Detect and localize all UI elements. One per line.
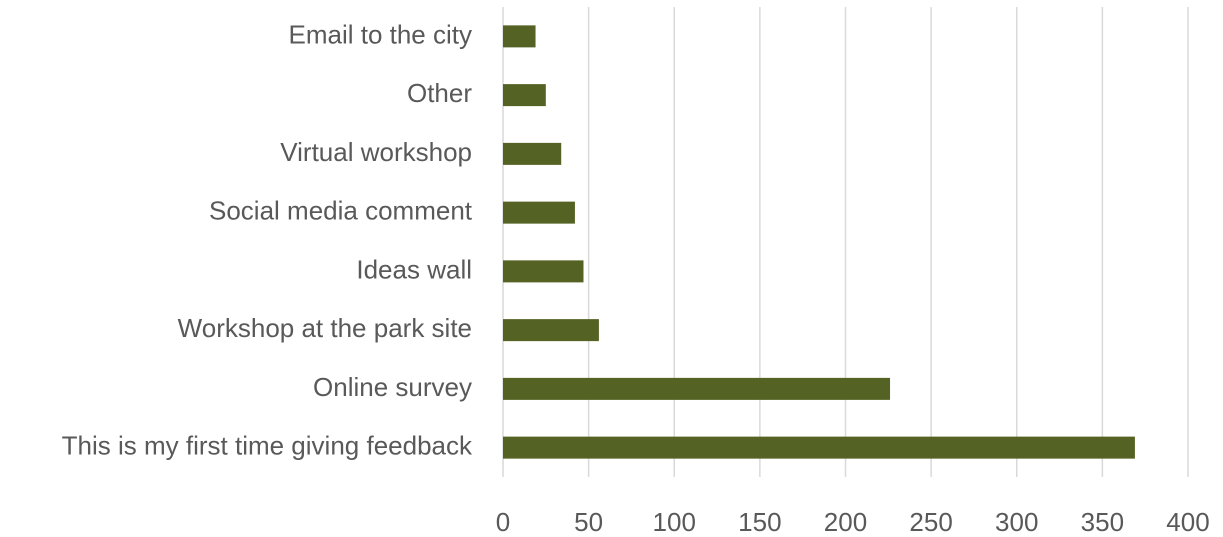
bar xyxy=(503,84,546,107)
y-tick-label: Social media comment xyxy=(209,196,473,226)
y-tick-label: Virtual workshop xyxy=(280,137,472,167)
bar xyxy=(503,142,562,165)
x-tick-label: 150 xyxy=(738,507,781,537)
x-tick-label: 400 xyxy=(1166,507,1209,537)
y-tick-label: Other xyxy=(407,78,472,108)
y-tick-label: Ideas wall xyxy=(356,254,472,284)
x-tick-label: 300 xyxy=(995,507,1038,537)
x-tick-label: 200 xyxy=(824,507,867,537)
x-tick-label: 0 xyxy=(496,507,510,537)
bar xyxy=(503,436,1135,459)
bar xyxy=(503,319,599,342)
x-tick-label: 100 xyxy=(653,507,696,537)
bar xyxy=(503,260,584,283)
bar xyxy=(503,201,575,224)
y-tick-label: Email to the city xyxy=(288,19,472,49)
x-tick-label: 350 xyxy=(1081,507,1124,537)
x-tick-label: 250 xyxy=(909,507,952,537)
bar xyxy=(503,377,891,400)
bar xyxy=(503,25,536,48)
y-tick-label: Online survey xyxy=(313,372,472,402)
y-tick-label: Workshop at the park site xyxy=(178,313,472,343)
x-tick-label: 50 xyxy=(574,507,603,537)
y-tick-label: This is my first time giving feedback xyxy=(62,431,473,461)
